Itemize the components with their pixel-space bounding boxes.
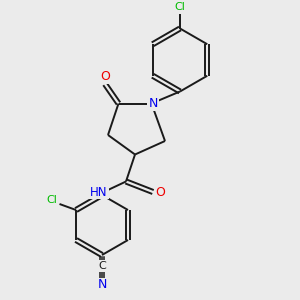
Text: Cl: Cl [46,195,57,206]
Text: Cl: Cl [175,2,185,12]
Text: O: O [156,185,165,199]
Text: HN: HN [90,185,108,199]
Text: O: O [100,70,110,83]
Text: C: C [98,261,106,271]
Text: N: N [148,97,158,110]
Text: N: N [97,278,107,292]
